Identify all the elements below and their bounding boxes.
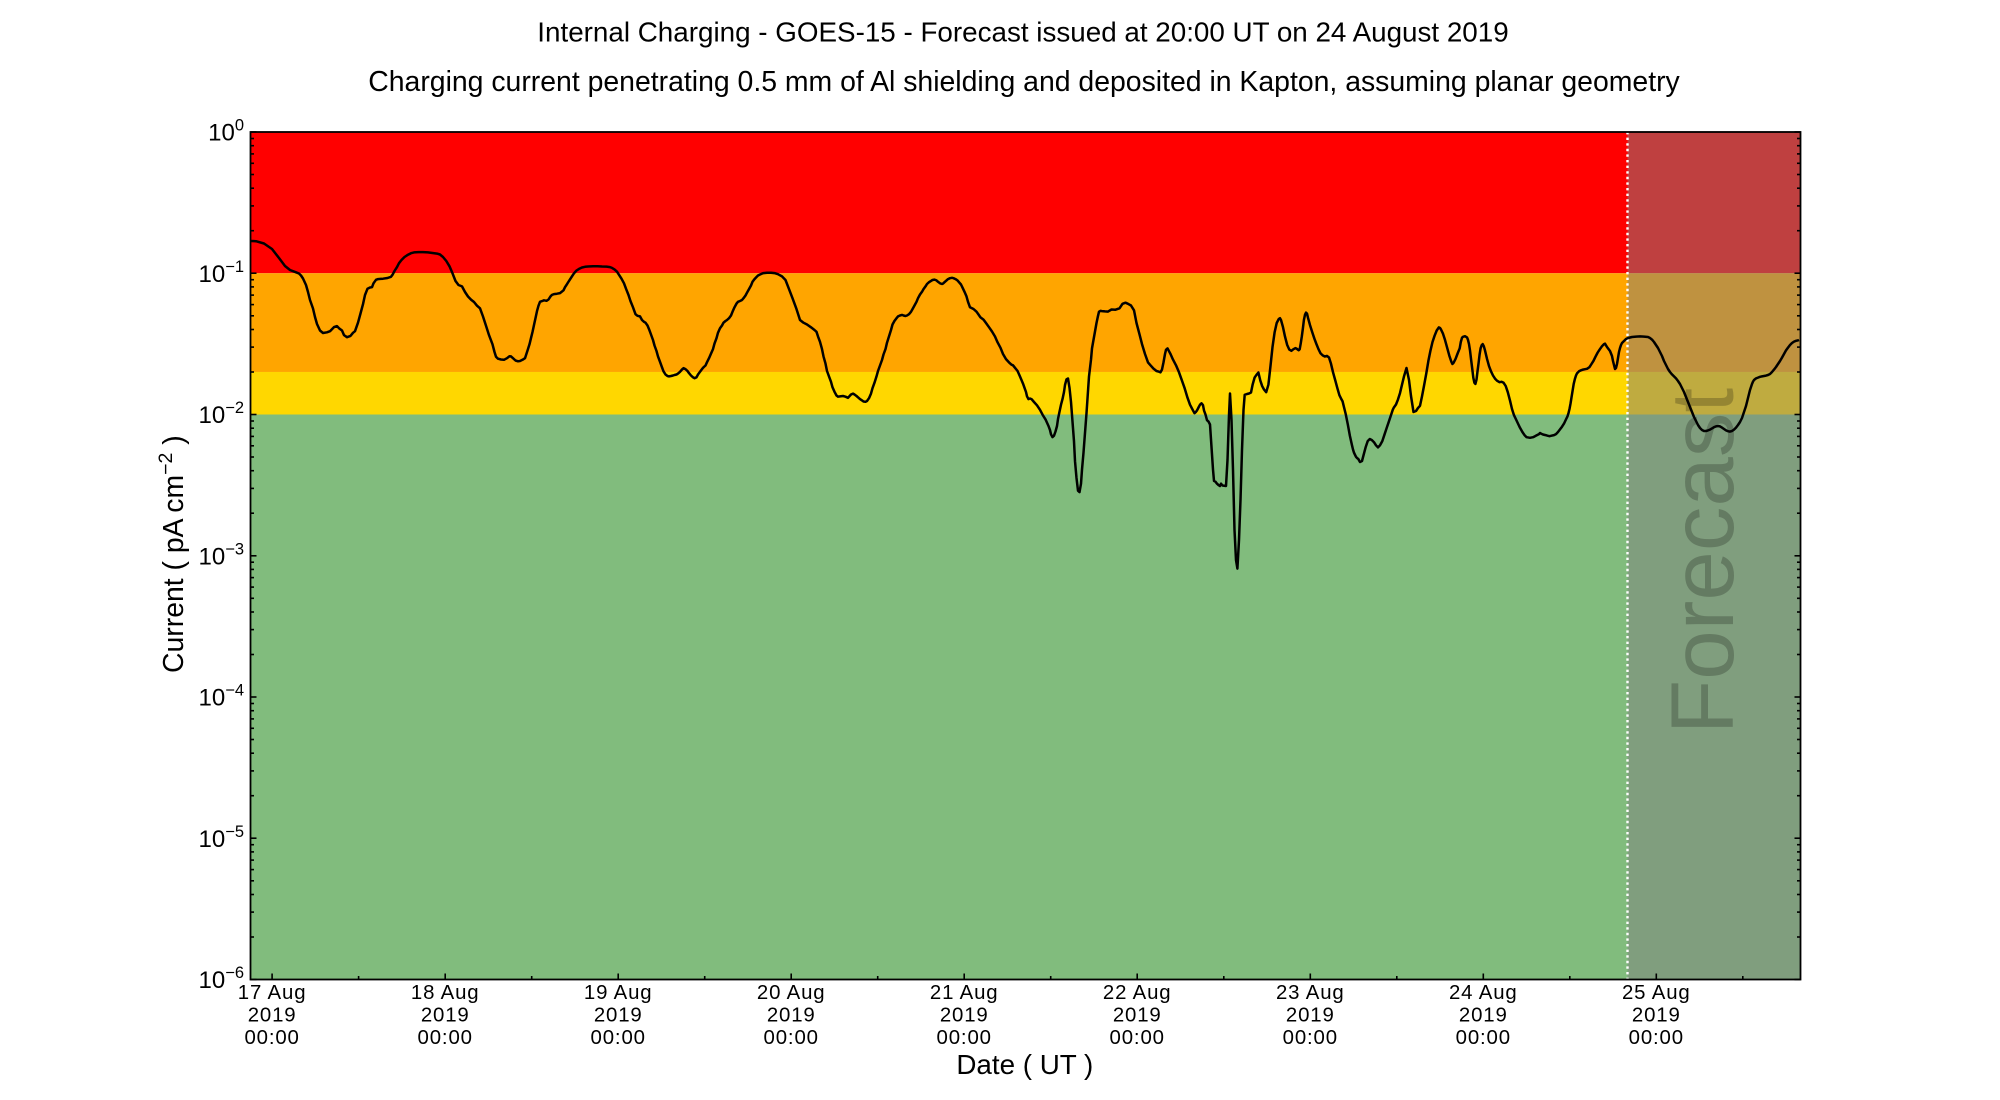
svg-text:10−3: 10−3 (198, 541, 244, 571)
svg-text:Date ( UT ): Date ( UT ) (956, 1049, 1093, 1080)
svg-text:Current ( pA cm−2 ): Current ( pA cm−2 ) (155, 435, 190, 673)
svg-text:Internal Charging - GOES-15 -: Internal Charging - GOES-15 - Forecast i… (537, 17, 1508, 48)
svg-text:Forecast: Forecast (1652, 388, 1752, 734)
svg-text:10−1: 10−1 (198, 258, 244, 288)
svg-text:10−5: 10−5 (198, 823, 244, 853)
svg-text:10−6: 10−6 (198, 964, 244, 994)
svg-text:Charging current penetrating 0: Charging current penetrating 0.5 mm of A… (368, 66, 1680, 98)
svg-text:10−4: 10−4 (198, 682, 244, 712)
svg-text:10−2: 10−2 (198, 399, 244, 429)
svg-text:100: 100 (208, 117, 244, 147)
